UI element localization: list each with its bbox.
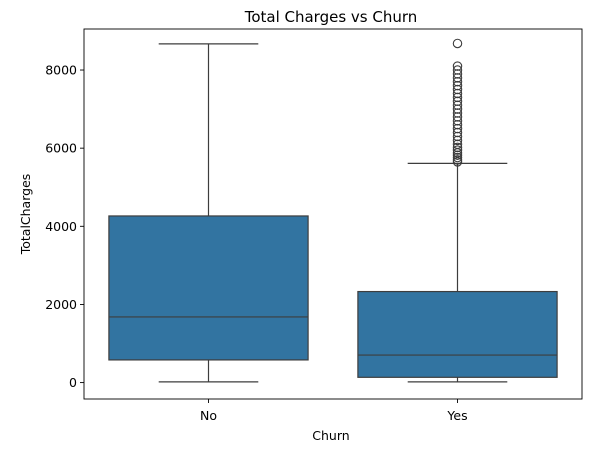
x-axis-label: Churn bbox=[312, 428, 349, 443]
outlier-point-yes bbox=[452, 69, 463, 79]
y-tick-label: 2000 bbox=[45, 297, 77, 312]
outlier-point-yes bbox=[452, 76, 463, 87]
x-tick-label: Yes bbox=[446, 408, 467, 423]
outlier-point-yes bbox=[452, 119, 463, 130]
outlier-point-yes bbox=[452, 155, 463, 165]
box-yes bbox=[357, 290, 558, 378]
y-tick-label: 6000 bbox=[45, 141, 77, 156]
plot-frame bbox=[83, 28, 583, 400]
outlier-point-yes bbox=[452, 80, 463, 91]
outlier-point-yes bbox=[452, 84, 463, 95]
outlier-point-yes bbox=[452, 116, 463, 126]
outlier-point-yes bbox=[452, 61, 463, 71]
y-tick-label: 0 bbox=[69, 375, 77, 390]
outlier-point-yes bbox=[452, 152, 463, 163]
outlier-point-yes bbox=[452, 100, 463, 110]
outlier-point-yes bbox=[452, 92, 463, 103]
outlier-point-yes bbox=[452, 145, 463, 155]
outlier-point-yes bbox=[452, 112, 463, 122]
outlier-point-yes bbox=[452, 65, 463, 75]
outlier-point-yes bbox=[452, 73, 463, 83]
y-tick-label: 4000 bbox=[45, 219, 77, 234]
y-axis-label: TotalCharges bbox=[18, 174, 33, 256]
box-no bbox=[108, 215, 309, 361]
outlier-point-yes bbox=[452, 108, 463, 118]
outlier-point-yes bbox=[452, 96, 463, 107]
y-tick-label: 8000 bbox=[45, 63, 77, 78]
outlier-point-yes bbox=[452, 135, 463, 146]
outlier-point-yes bbox=[452, 123, 463, 134]
chart-title: Total Charges vs Churn bbox=[244, 8, 418, 26]
outlier-point-yes bbox=[452, 139, 463, 150]
outlier-point-yes bbox=[452, 104, 463, 114]
outlier-point-yes bbox=[452, 38, 463, 49]
outlier-point-yes bbox=[452, 88, 463, 99]
outlier-point-yes bbox=[452, 131, 463, 142]
outlier-point-yes bbox=[452, 142, 463, 153]
outlier-point-yes bbox=[452, 150, 463, 160]
x-tick-label: No bbox=[200, 408, 217, 423]
outlier-point-yes bbox=[452, 127, 463, 138]
